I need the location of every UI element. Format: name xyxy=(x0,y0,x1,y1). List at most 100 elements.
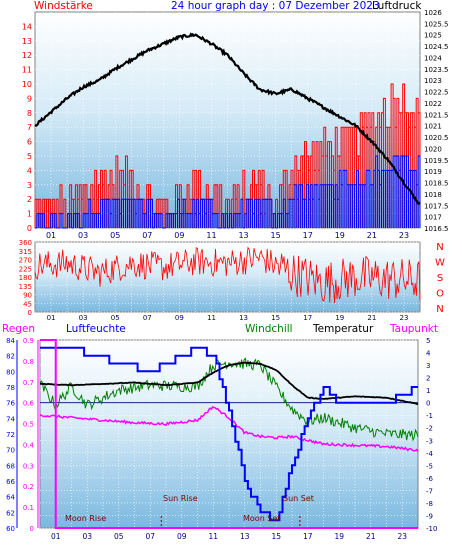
chart1-right-tick-label: 1018.5 xyxy=(424,180,449,188)
event-annotation: Sun Set xyxy=(283,494,314,503)
chart2-x-tick-label: 21 xyxy=(367,314,376,322)
chart2-y-tick-label: 135 xyxy=(19,283,32,291)
humidity-series xyxy=(40,346,418,522)
chart1-left-tick-label: 8 xyxy=(27,109,32,118)
chart3-temp-tick-label: -1 xyxy=(426,412,433,420)
chart1-right-tick-label: 1021.5 xyxy=(424,111,449,119)
chart2-y-tick-label: 0 xyxy=(28,309,32,317)
chart1-right-tick-label: 1026 xyxy=(424,9,442,17)
chart2-x-tick-label: 19 xyxy=(335,314,344,322)
chart2-x-tick-label: 13 xyxy=(239,314,248,322)
chart1-x-tick-label: 23 xyxy=(399,231,409,240)
chart3-x-tick-label: 17 xyxy=(303,532,313,541)
chart1-left-tick-label: 7 xyxy=(27,123,32,132)
chart2-direction-label: O xyxy=(436,289,444,300)
chart3-humidity-tick-label: 70 xyxy=(6,447,15,455)
wind-average-series xyxy=(35,155,421,229)
chart3-temp-tick-label: -5 xyxy=(426,462,433,470)
chart3-humidity-tick-label: 78 xyxy=(6,384,15,392)
chart1-x-tick-label: 17 xyxy=(303,231,313,240)
rain-series xyxy=(40,339,418,529)
chart3-x-tick-label: 21 xyxy=(366,532,376,541)
chart1-left-tick-label: 11 xyxy=(22,66,32,75)
chart1-right-tick-label: 1023 xyxy=(424,77,442,85)
chart3-temp-tick-label: -10 xyxy=(426,525,437,533)
chart3-humidity-tick-label: 76 xyxy=(6,400,15,408)
chart3-temp-tick-label: -2 xyxy=(426,425,433,433)
chart1-left-tick-label: 6 xyxy=(27,138,32,147)
chart1-x-tick-label: 11 xyxy=(206,231,216,240)
chart3-x-tick-label: 11 xyxy=(208,532,218,541)
chart1-right-tick-label: 1021 xyxy=(424,123,442,131)
chart1-x-tick-label: 21 xyxy=(367,231,377,240)
windstaerke-label: Windstärke xyxy=(34,0,93,12)
chart3-temp-tick-label: -3 xyxy=(426,437,433,445)
chart1-x-tick-label: 13 xyxy=(238,231,248,240)
chart3-x-tick-label: 15 xyxy=(271,532,281,541)
chart2-x-tick-label: 05 xyxy=(111,314,120,322)
chart1-right-tick-label: 1025.5 xyxy=(424,20,449,28)
chart3-rain-tick-label: 0.8 xyxy=(23,358,34,366)
chart3-humidity-tick-label: 66 xyxy=(6,478,15,486)
chart3-temp-tick-label: -8 xyxy=(426,500,433,508)
chart1-x-tick-label: 07 xyxy=(142,231,152,240)
chart2-y-tick-label: 315 xyxy=(19,248,32,256)
chart3-temp-tick-label: -9 xyxy=(426,512,433,520)
chart3-rain-tick-label: 0.5 xyxy=(23,421,34,429)
chart2-direction-label: N xyxy=(436,242,443,253)
chart2-y-tick-label: 45 xyxy=(23,300,32,308)
chart3-temp-tick-label: -6 xyxy=(426,475,434,483)
chart3-temp-tick-label: -7 xyxy=(426,487,433,495)
chart3-x-tick-label: 23 xyxy=(397,532,407,541)
chart2-y-tick-label: 270 xyxy=(19,257,32,265)
chart1-right-tick-label: 1022.5 xyxy=(424,89,449,97)
graph-title: 24 hour graph day : 07 Dezember 2023 xyxy=(171,0,380,12)
chart3-rain-tick-label: 0 xyxy=(30,525,34,533)
chart1-right-tick-label: 1024.5 xyxy=(424,43,449,51)
chart1-x-tick-label: 01 xyxy=(46,231,56,240)
chart3-humidity-tick-label: 82 xyxy=(6,353,15,361)
chart2-x-tick-label: 17 xyxy=(303,314,312,322)
temperatur-label: Temperatur xyxy=(312,323,374,335)
chart3-humidity-tick-label: 60 xyxy=(6,525,15,533)
chart3-humidity-tick-label: 72 xyxy=(6,431,15,439)
chart3-x-tick-label: 07 xyxy=(145,532,155,541)
chart1-right-tick-label: 1019 xyxy=(424,168,442,176)
chart2-x-tick-label: 01 xyxy=(47,314,56,322)
chart1-right-tick-label: 1024 xyxy=(424,54,442,62)
chart2-y-tick-label: 225 xyxy=(19,265,32,273)
chart2-x-tick-label: 15 xyxy=(271,314,280,322)
chart3-temp-tick-label: -4 xyxy=(426,450,434,458)
windchill-label: Windchill xyxy=(245,323,293,335)
chart3-x-tick-label: 09 xyxy=(177,532,187,541)
chart2-direction-label: N xyxy=(436,304,443,315)
chart3-x-tick-label: 13 xyxy=(240,532,250,541)
chart3-temp-tick-label: 3 xyxy=(426,362,430,370)
chart2-y-tick-label: 180 xyxy=(19,274,32,282)
chart3-x-tick-label: 19 xyxy=(334,532,344,541)
chart1-right-tick-label: 1020.5 xyxy=(424,134,449,142)
chart1-left-tick-label: 2 xyxy=(27,195,32,204)
chart1-right-tick-label: 1022 xyxy=(424,100,442,108)
taupunkt-label: Taupunkt xyxy=(389,323,438,335)
chart1-left-tick-label: 9 xyxy=(27,94,32,103)
pressure-series xyxy=(34,32,421,206)
dewpoint-series xyxy=(39,405,419,452)
chart1-left-tick-label: 13 xyxy=(22,37,32,46)
event-annotation: Sun Rise xyxy=(163,494,198,503)
chart1-right-tick-label: 1018 xyxy=(424,191,442,199)
chart1-x-tick-label: 03 xyxy=(78,231,88,240)
chart1-left-tick-label: 4 xyxy=(27,166,32,175)
chart2-x-tick-label: 11 xyxy=(207,314,216,322)
chart1-x-tick-label: 05 xyxy=(110,231,120,240)
chart1-left-tick-label: 3 xyxy=(27,181,32,190)
chart3-rain-tick-label: 0.6 xyxy=(23,400,35,408)
chart3-temp-tick-label: 1 xyxy=(426,387,430,395)
chart3-rain-tick-label: 0.2 xyxy=(23,483,34,491)
chart3-rain-tick-label: 0.7 xyxy=(23,379,34,387)
chart1-left-tick-label: 0 xyxy=(27,224,32,233)
chart1-left-tick-label: 14 xyxy=(22,22,32,31)
chart3-humidity-tick-label: 62 xyxy=(6,509,15,517)
